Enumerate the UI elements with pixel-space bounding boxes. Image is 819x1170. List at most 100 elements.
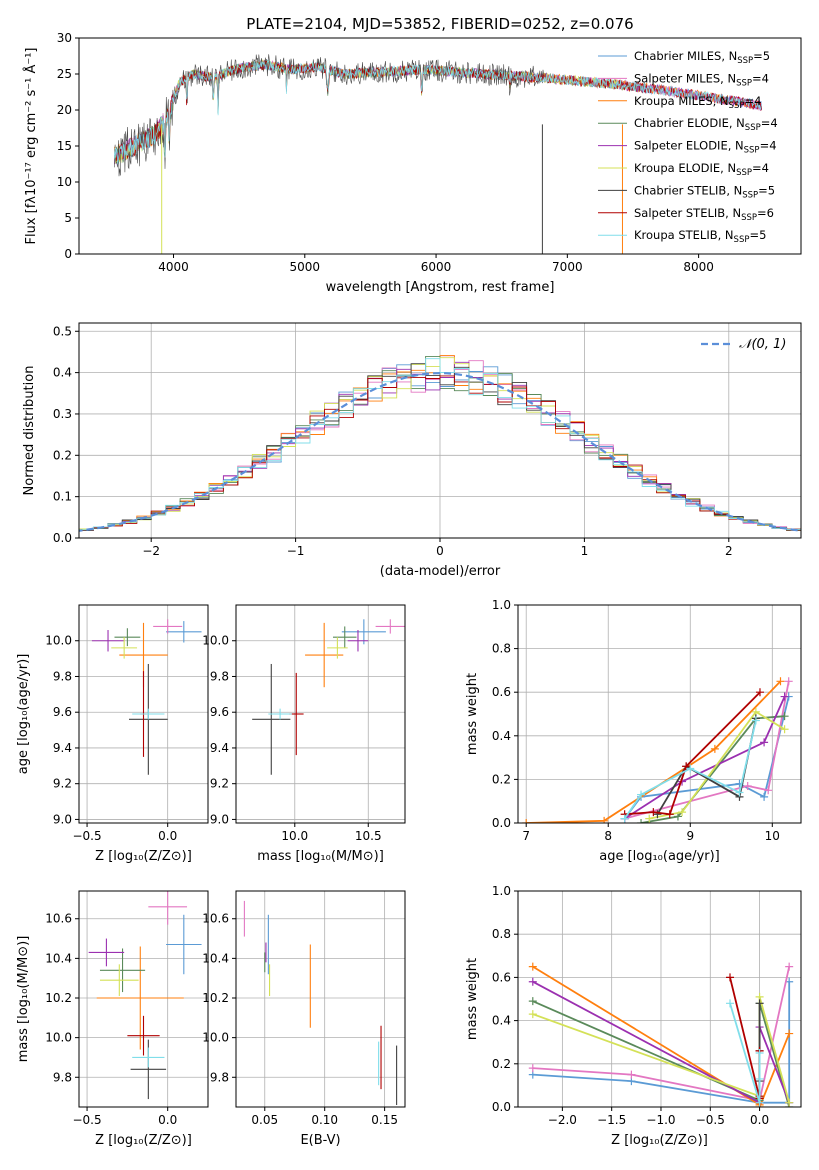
x-tick-label: 0.0 — [158, 1113, 177, 1127]
legend-main: Kroupa STELIB, N — [634, 228, 734, 242]
panel-mass_vs_ebv: 0.05 0.10 0.15 9.8 10.0 10.2 10.4 10.6 E(B-V) — [202, 890, 406, 1148]
x-tick-label: 10.5 — [355, 829, 382, 843]
axes-frame — [235, 604, 406, 824]
y-tick-label: 9.8 — [53, 1070, 72, 1084]
errorbar-point — [153, 619, 183, 634]
axes-frame — [78, 322, 802, 539]
errorbar-point — [347, 630, 369, 652]
panel-mass_weight_vs_age: 7 8 9 10 0.0 0.2 0.4 0.6 0.8 1.0 age [log₁₀(age/yr… — [465, 598, 802, 864]
y-tick-label: 9.0 — [53, 812, 72, 826]
legend-entry: Chabrier STELIB, NSSP=5 — [634, 183, 775, 200]
legend-main: Kroupa MILES, N — [634, 94, 729, 108]
mass-weight-line — [624, 696, 786, 820]
chart-title: PLATE=2104, MJD=53852, FIBERID=0252, z=0… — [246, 15, 633, 33]
axes-frame — [517, 604, 802, 824]
legend: 𝒩(0, 1) — [701, 337, 786, 352]
legend-main: Salpeter ELODIE, N — [634, 139, 744, 153]
y-tick-label: 10.6 — [45, 912, 72, 926]
y-axis-label: mass weight — [465, 673, 480, 755]
legend-tail: =4 — [752, 71, 769, 85]
x-tick-label: 4000 — [158, 260, 189, 274]
plus-marker — [620, 814, 629, 823]
y-tick-label: 1.0 — [492, 884, 511, 898]
y-tick-label: 10.4 — [202, 951, 229, 965]
errorbar-point — [114, 628, 141, 647]
plus-marker — [751, 716, 760, 725]
x-tick-label: 0.0 — [158, 829, 177, 843]
plus-marker — [735, 788, 744, 797]
y-tick-label: 10.6 — [202, 912, 229, 926]
y-tick-label: 9.2 — [53, 777, 72, 791]
y-tick-label: 5 — [64, 211, 72, 225]
x-tick-label: −1 — [287, 544, 305, 558]
legend-entry: Kroupa MILES, NSSP=4 — [634, 94, 761, 111]
y-tick-label: 0.4 — [492, 729, 511, 743]
errorbar-point — [268, 708, 292, 720]
y-tick-label: 9.2 — [210, 777, 229, 791]
x-tick-label: 2 — [725, 544, 733, 558]
y-tick-label: 10.0 — [45, 1031, 72, 1045]
errorbar-point — [332, 626, 357, 648]
legend-tail: =4 — [752, 161, 769, 175]
panel-residuals: −2 −1 0 1 2 0.0 0.1 0.2 0.3 0.4 0.5 (data-model)/er… — [22, 322, 802, 579]
y-tick-label: 0.2 — [492, 1057, 511, 1071]
plus-marker — [755, 999, 764, 1008]
plus-marker — [780, 725, 789, 734]
x-tick-label: 0.05 — [251, 1113, 278, 1127]
x-tick-label: −1.0 — [646, 1113, 675, 1127]
mass-weight-line — [532, 966, 791, 1102]
plus-marker — [785, 962, 794, 971]
x-axis-label: wavelength [Angstrom, rest frame] — [326, 280, 555, 295]
y-tick-label: 0.4 — [492, 1014, 511, 1028]
legend-tail: =4 — [744, 94, 761, 108]
axes-frame — [78, 604, 209, 824]
plus-marker — [528, 997, 537, 1006]
y-axis-label: mass weight — [465, 958, 480, 1040]
x-axis-label: E(B-V) — [300, 1133, 340, 1148]
plus-marker — [645, 814, 654, 823]
mass-weight-line — [624, 681, 790, 820]
x-tick-label: 5000 — [290, 260, 321, 274]
mass-weight-lines — [528, 962, 794, 1107]
x-tick-label: 0.10 — [311, 1113, 338, 1127]
panel-age_vs_Z: −0.5 0.0 9.0 9.2 9.4 9.6 9.8 10.0 Z [log₁₀(Z/Z⊙)… — [16, 604, 209, 864]
errorbar-point — [99, 964, 139, 997]
y-tick-label: 0.6 — [492, 685, 511, 699]
plus-marker — [760, 738, 769, 747]
legend-tail: =6 — [757, 206, 774, 220]
plus-marker — [528, 1010, 537, 1019]
x-tick-label: 6000 — [421, 260, 452, 274]
x-tick-label: 10 — [765, 829, 780, 843]
mass-weight-line — [649, 710, 786, 820]
legend-entry: Kroupa STELIB, NSSP=5 — [634, 228, 766, 245]
y-tick-label: 0.0 — [492, 1100, 511, 1114]
panel-spectrum: 4000 5000 6000 7000 8000 0 5 10 15 20 25 30 waveleng… — [23, 31, 802, 295]
plus-marker — [726, 973, 735, 982]
plus-marker — [710, 744, 719, 753]
y-tick-label: 0.2 — [53, 448, 72, 462]
errorbar-point — [88, 938, 125, 967]
y-axis-label: Normed distribution — [22, 366, 37, 496]
legend-main: Salpeter MILES, N — [634, 71, 736, 85]
y-tick-label: 10.0 — [45, 634, 72, 648]
errorbar-point — [148, 891, 188, 925]
y-tick-label: 9.4 — [210, 741, 229, 755]
errorbar-point — [341, 619, 386, 645]
y-tick-label: 0.8 — [492, 642, 511, 656]
legend-main: Chabrier MILES, N — [634, 49, 737, 63]
plus-marker — [637, 819, 646, 823]
plus-marker — [760, 792, 769, 801]
y-tick-label: 0 — [64, 247, 72, 261]
legend-subscript: SSP — [736, 78, 752, 88]
errorbars — [88, 891, 202, 1100]
plus-marker — [627, 1070, 636, 1079]
y-tick-label: 9.8 — [210, 1070, 229, 1084]
plus-marker — [764, 786, 773, 795]
legend-subscript: SSP — [744, 146, 760, 156]
legend-subscript: SSP — [745, 123, 761, 133]
gaussian-reference-line — [79, 371, 801, 532]
legend-subscript: SSP — [729, 101, 745, 111]
plus-marker — [637, 790, 646, 799]
spectrum-lines — [114, 54, 762, 254]
